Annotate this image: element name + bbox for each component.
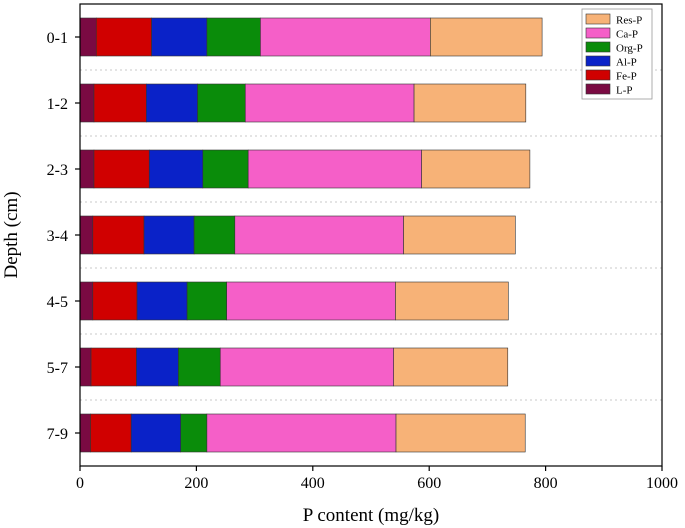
y-tick-label: 7-9 bbox=[47, 426, 68, 443]
bar-segments bbox=[79, 17, 543, 453]
y-tick-label: 4-5 bbox=[47, 294, 68, 311]
legend-label: Org-P bbox=[616, 43, 643, 55]
x-tick-label: 800 bbox=[534, 475, 558, 492]
bar-segment bbox=[95, 17, 152, 57]
bar-segment bbox=[93, 83, 147, 123]
x-tick-label: 400 bbox=[301, 475, 325, 492]
bar-segment bbox=[219, 347, 394, 387]
bar-segment bbox=[92, 281, 138, 321]
legend-swatch bbox=[585, 13, 611, 25]
bar-segment bbox=[79, 17, 97, 57]
bar-segment bbox=[395, 281, 509, 321]
bar-segment bbox=[79, 281, 94, 321]
bar-segment bbox=[79, 413, 91, 453]
bar-segment bbox=[136, 281, 188, 321]
x-axis-label: P content (mg/kg) bbox=[303, 505, 440, 526]
bar-segment bbox=[413, 83, 527, 123]
bar-segment bbox=[143, 215, 195, 255]
bar-segment bbox=[151, 17, 208, 57]
legend-swatch bbox=[585, 55, 611, 67]
legend-swatch bbox=[585, 69, 611, 81]
bar-segment bbox=[421, 149, 531, 189]
x-axis: 0 200 400 600 800 1000 bbox=[76, 466, 678, 492]
bar-segment bbox=[146, 83, 198, 123]
bar-segment bbox=[206, 17, 261, 57]
bar-segment bbox=[186, 281, 227, 321]
bar-segment bbox=[193, 215, 236, 255]
legend-swatch bbox=[585, 27, 611, 39]
bar-segment bbox=[79, 347, 92, 387]
x-tick-label: 1000 bbox=[646, 475, 678, 492]
bar-segment bbox=[247, 149, 422, 189]
legend: Res-P Ca-P Org-P Al-P Fe-P L-P bbox=[581, 8, 653, 100]
legend-label: Res-P bbox=[616, 15, 642, 27]
legend-swatch bbox=[585, 83, 611, 95]
legend-label: Al-P bbox=[616, 57, 637, 69]
bar-segment bbox=[79, 83, 95, 123]
bar-segment bbox=[403, 215, 516, 255]
x-tick-label: 200 bbox=[184, 475, 208, 492]
bar-segment bbox=[90, 347, 137, 387]
legend-label: Fe-P bbox=[616, 71, 637, 83]
bar-segment bbox=[178, 347, 221, 387]
bar-segment bbox=[234, 215, 404, 255]
bar-segment bbox=[79, 215, 94, 255]
bar-segment bbox=[244, 83, 415, 123]
legend-label: L-P bbox=[616, 85, 633, 97]
y-axis: 0-1 1-2 2-3 3-4 4-5 5-7 7-9 bbox=[47, 30, 80, 443]
category-separators bbox=[80, 69, 662, 401]
x-tick-label: 0 bbox=[76, 475, 84, 492]
bar-segment bbox=[260, 17, 431, 57]
bar-segment bbox=[206, 413, 397, 453]
bar-segment bbox=[93, 149, 150, 189]
bar-segment bbox=[90, 413, 132, 453]
y-tick-label: 1-2 bbox=[47, 96, 68, 113]
bar-segment bbox=[202, 149, 249, 189]
bar-segment bbox=[148, 149, 204, 189]
bar-segment bbox=[430, 17, 543, 57]
bar-segment bbox=[136, 347, 179, 387]
bar-segment bbox=[79, 149, 95, 189]
bar-segment bbox=[395, 413, 526, 453]
bar-segment bbox=[92, 215, 145, 255]
y-tick-label: 2-3 bbox=[47, 162, 68, 179]
bar-segment bbox=[180, 413, 208, 453]
bar-segment bbox=[226, 281, 396, 321]
y-tick-label: 0-1 bbox=[47, 30, 68, 47]
bar-segment bbox=[130, 413, 181, 453]
legend-label: Ca-P bbox=[616, 29, 638, 41]
bar-segment bbox=[197, 83, 246, 123]
y-tick-label: 5-7 bbox=[47, 360, 68, 377]
x-tick-label: 600 bbox=[417, 475, 441, 492]
y-axis-label: Depth (cm) bbox=[1, 191, 22, 278]
bar-segment bbox=[393, 347, 509, 387]
legend-swatch bbox=[585, 41, 611, 53]
y-tick-label: 3-4 bbox=[47, 228, 68, 245]
